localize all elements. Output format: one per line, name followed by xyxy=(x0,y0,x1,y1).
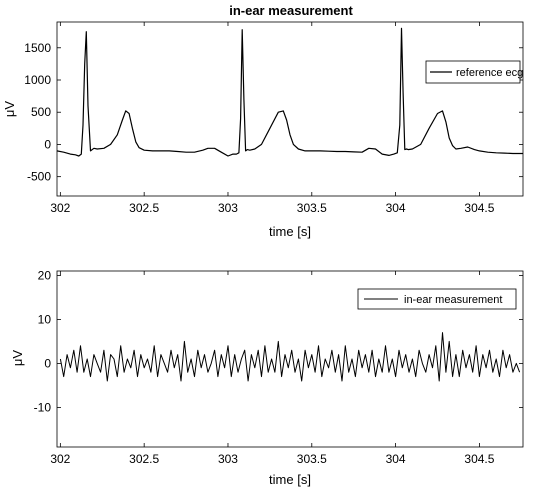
tick-layer: 302 302.5 303 303.5 304 304.5 1500 1000 500 0 -500 xyxy=(24,22,523,215)
x-tick-label: 304 xyxy=(386,452,406,466)
x-axis-label: time [s] xyxy=(269,472,311,487)
y-tick-label: 0 xyxy=(44,356,51,370)
legend-label: reference ecg xyxy=(456,67,523,79)
tick-layer: 302 302.5 303 303.5 304 304.5 20 10 0 -10 xyxy=(34,268,523,466)
ecg-panel: in-ear measurement 302 302.5 303 303.5 304 30… xyxy=(2,3,524,239)
y-tick-label: 20 xyxy=(38,268,52,282)
ecg-trace xyxy=(56,27,523,157)
y-axis-label: μV xyxy=(2,101,17,117)
in-ear-trace xyxy=(59,332,521,382)
x-tick-label: 302.5 xyxy=(129,452,159,466)
plot-area xyxy=(56,21,524,197)
x-tick-label: 304.5 xyxy=(464,452,494,466)
in-ear-panel: 302 302.5 303 303.5 304 304.5 20 10 0 -10 in-ear … xyxy=(10,268,524,487)
x-tick-label: 303.5 xyxy=(297,201,327,215)
y-tick-label: 10 xyxy=(38,312,52,326)
legend-label: in-ear measurement xyxy=(404,294,502,306)
x-tick-label: 304.5 xyxy=(464,201,494,215)
legend-box xyxy=(425,60,521,84)
y-tick-label: 0 xyxy=(44,137,51,151)
y-tick-label: 1500 xyxy=(24,41,51,55)
x-tick-label: 302 xyxy=(50,201,70,215)
x-tick-label: 302.5 xyxy=(129,201,159,215)
legend: reference ecg xyxy=(425,60,523,84)
x-tick-label: 303 xyxy=(218,201,238,215)
y-axis-label: μV xyxy=(10,350,25,366)
figure-title: in-ear measurement xyxy=(229,3,353,18)
y-tick-label: 500 xyxy=(31,105,51,119)
legend: in-ear measurement xyxy=(357,288,517,310)
x-tick-label: 302 xyxy=(50,452,70,466)
y-tick-label: -500 xyxy=(27,170,51,184)
x-tick-label: 303 xyxy=(218,452,238,466)
y-tick-label: -10 xyxy=(34,400,52,414)
legend-box xyxy=(357,288,517,310)
x-tick-label: 303.5 xyxy=(297,452,327,466)
y-tick-label: 1000 xyxy=(24,73,51,87)
x-tick-label: 304 xyxy=(386,201,406,215)
x-axis-label: time [s] xyxy=(269,224,311,239)
